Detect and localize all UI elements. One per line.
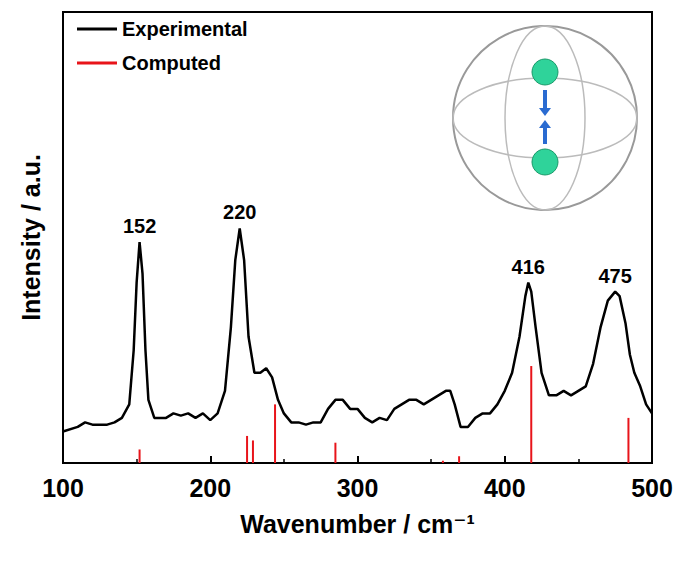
svg-text:152: 152 xyxy=(123,215,156,237)
svg-text:Experimental: Experimental xyxy=(122,18,248,40)
svg-text:300: 300 xyxy=(337,474,379,502)
svg-text:Computed: Computed xyxy=(122,52,221,74)
svg-text:100: 100 xyxy=(42,474,84,502)
svg-text:416: 416 xyxy=(512,256,545,278)
svg-text:475: 475 xyxy=(599,265,632,287)
svg-text:500: 500 xyxy=(631,474,673,502)
svg-text:Wavenumber / cm⁻¹: Wavenumber / cm⁻¹ xyxy=(240,510,475,538)
svg-text:220: 220 xyxy=(223,201,256,223)
svg-text:400: 400 xyxy=(484,474,526,502)
svg-text:200: 200 xyxy=(189,474,231,502)
svg-text:Intensity / a.u.: Intensity / a.u. xyxy=(17,154,45,321)
